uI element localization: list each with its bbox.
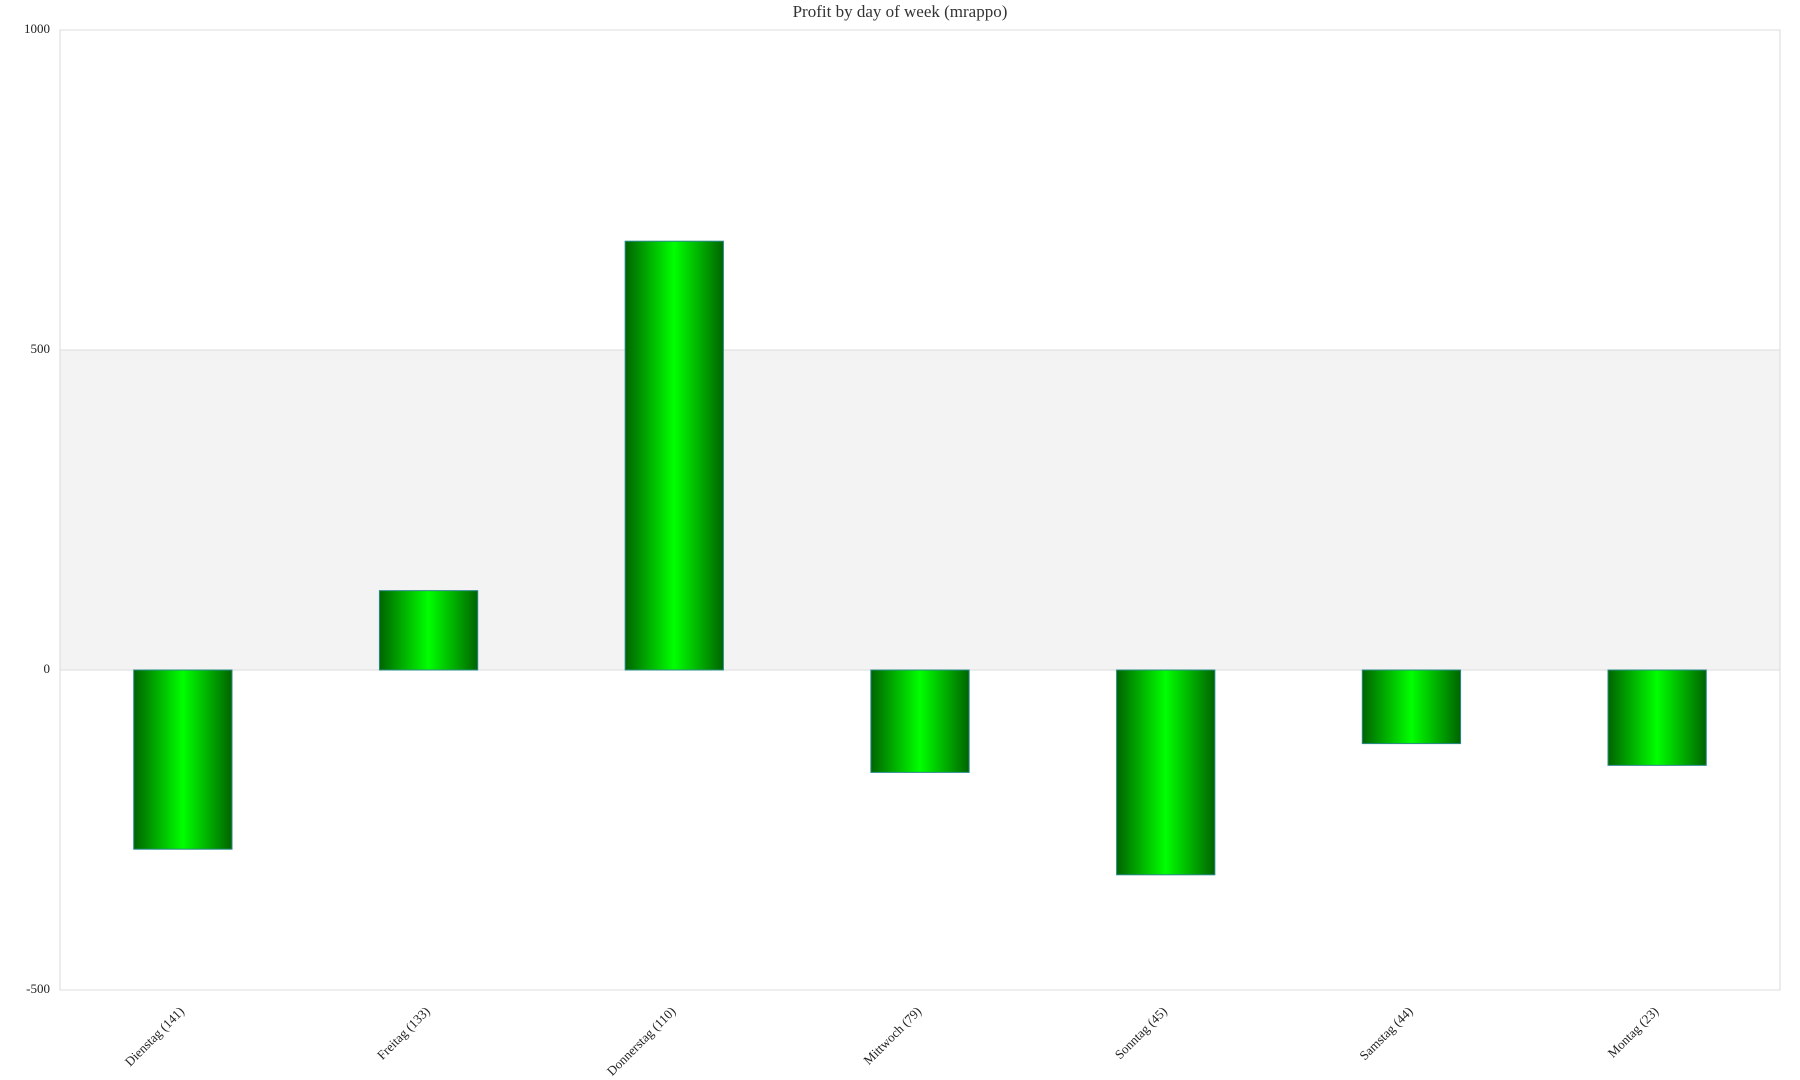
y-tick-label: -500	[26, 981, 50, 996]
x-tick-label: Freitag (133)	[374, 1004, 433, 1063]
bar	[870, 669, 970, 773]
y-tick-label: 0	[44, 661, 51, 676]
x-tick-label: Samstag (44)	[1356, 1004, 1415, 1063]
grid-band	[60, 350, 1780, 670]
y-tick-label: 500	[31, 341, 51, 356]
bar	[1361, 669, 1462, 745]
x-tick-label: Sonntag (45)	[1112, 1004, 1170, 1062]
chart-title: Profit by day of week (mrappo)	[793, 2, 1008, 21]
x-tick-label: Mittwoch (79)	[860, 1004, 924, 1068]
bar	[624, 240, 724, 671]
y-tick-label: 1000	[24, 21, 50, 36]
bar	[1116, 669, 1216, 876]
x-tick-label: Dienstag (141)	[122, 1004, 187, 1069]
bar	[378, 590, 479, 671]
x-tick-label: Montag (23)	[1605, 1004, 1662, 1061]
bar	[133, 669, 233, 850]
bar	[1607, 669, 1707, 766]
x-tick-label: Donnerstag (110)	[604, 1004, 679, 1079]
